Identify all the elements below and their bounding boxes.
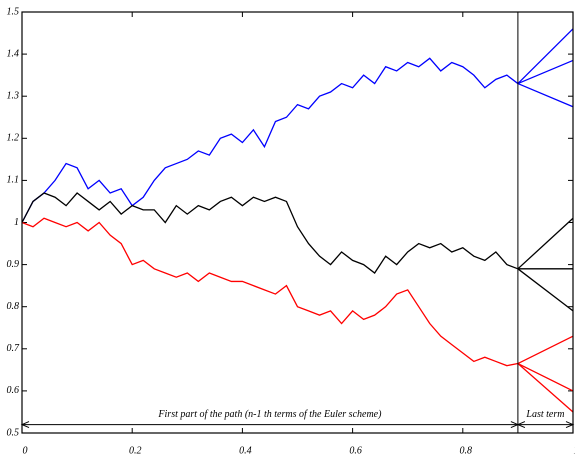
y-tick-label: 1.4 [7,48,20,59]
path-line [21,57,519,223]
y-tick-label: 0.7 [7,343,21,354]
y-tick-label: 0.8 [7,301,20,312]
y-tick-label: 0.9 [7,259,20,270]
x-tick-label: 1 [574,445,575,456]
x-tick-label: 0.8 [460,445,473,456]
annotation-text: Last term [525,409,564,420]
x-tick-label: 0.2 [129,445,142,456]
path-line [21,217,519,367]
path-line [517,28,574,85]
path-line [517,268,574,312]
path-line [517,217,574,270]
y-tick-label: 1.1 [7,175,20,186]
x-tick-label: 0.4 [239,445,252,456]
y-tick-label: 0.6 [7,385,20,396]
path-line [21,192,519,274]
x-tick-label: 0 [23,445,28,456]
path-line [517,82,574,108]
x-tick-label: 0.6 [349,445,362,456]
path-line [517,335,574,365]
y-tick-label: 1.2 [7,133,20,144]
y-tick-label: 1 [14,217,19,228]
y-tick-label: 1.3 [7,90,20,101]
path-line [517,59,574,85]
path-line [517,362,574,392]
y-tick-label: 1.5 [7,6,20,17]
plot-frame [21,11,574,434]
arrow-head [516,421,526,429]
y-tick-label: 0.5 [7,427,20,438]
path-line [517,363,574,413]
annotation-text: First part of the path (n-1 th terms of … [157,409,382,420]
